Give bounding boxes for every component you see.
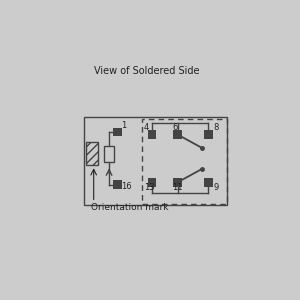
Bar (104, 146, 114, 161)
Text: 13: 13 (144, 182, 154, 191)
Text: 11: 11 (172, 182, 183, 191)
Bar (113, 180, 122, 189)
Text: Orientation mark: Orientation mark (91, 202, 168, 211)
Text: View of Soldered Side: View of Soldered Side (94, 66, 199, 76)
Bar (113, 128, 122, 136)
Bar (142, 119, 227, 204)
Bar (173, 178, 182, 187)
Bar (148, 178, 156, 187)
Bar (86, 142, 98, 165)
Bar (204, 130, 213, 139)
Text: 6: 6 (172, 123, 178, 132)
Text: 4: 4 (144, 123, 149, 132)
Text: 8: 8 (214, 123, 219, 132)
Text: 1: 1 (122, 121, 127, 130)
Bar (204, 178, 213, 187)
Text: 16: 16 (122, 182, 132, 191)
Bar (85, 117, 227, 206)
Text: 9: 9 (214, 182, 219, 191)
Bar (148, 130, 156, 139)
Bar (173, 130, 182, 139)
